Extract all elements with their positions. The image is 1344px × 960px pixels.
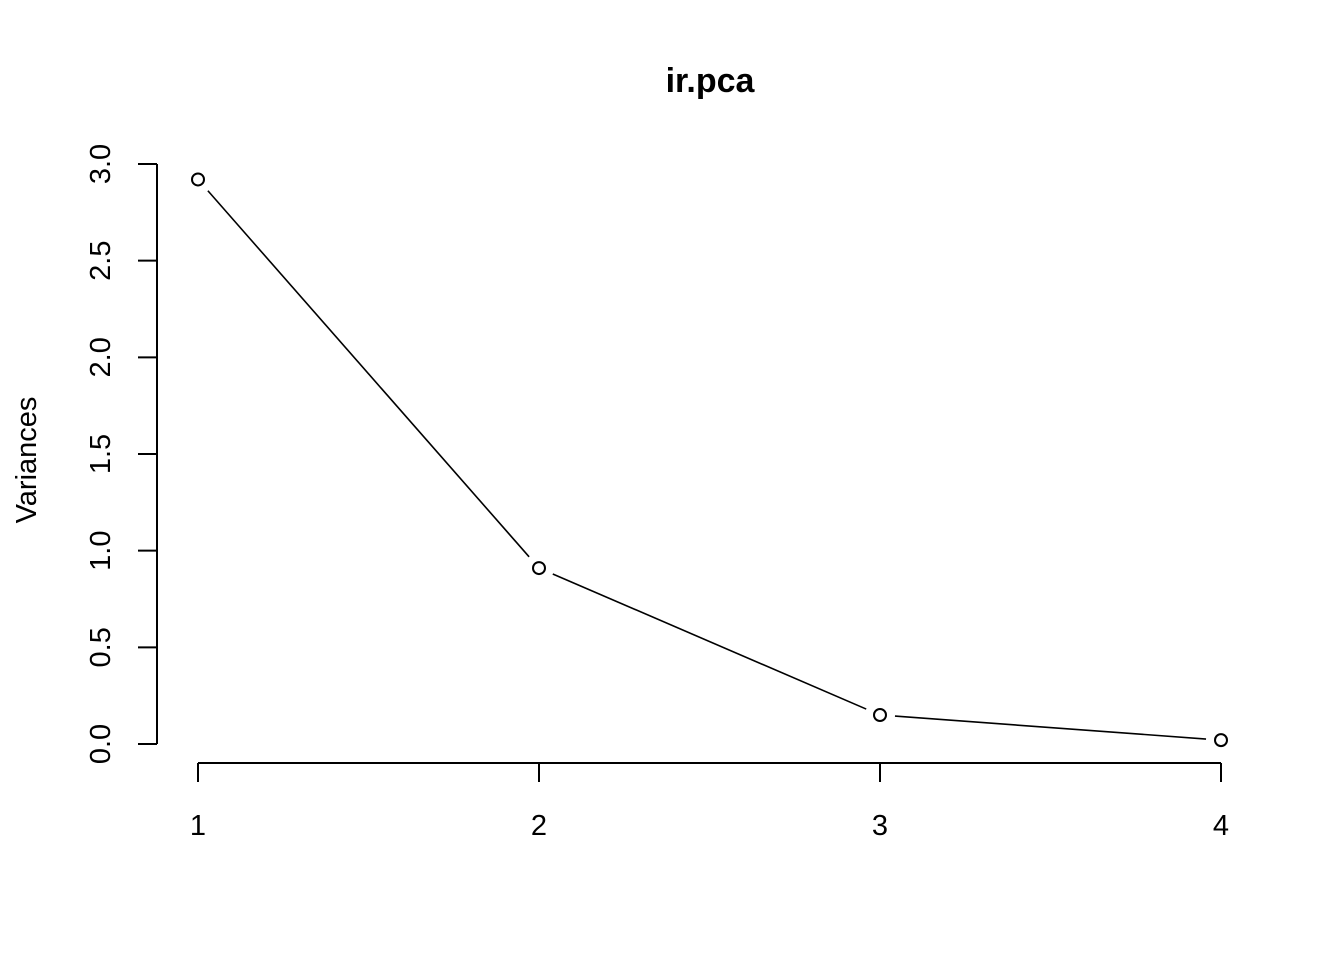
series-points <box>191 172 1228 748</box>
x-tick-label: 4 <box>1213 810 1229 842</box>
data-point <box>191 172 205 187</box>
x-tick-label: 1 <box>190 810 206 842</box>
x-tick-label: 3 <box>872 810 888 842</box>
y-tick-label: 0.5 <box>85 627 117 667</box>
y-tick-label: 1.0 <box>85 531 117 571</box>
y-tick-label: 2.0 <box>85 337 117 377</box>
line-segment <box>894 715 1207 740</box>
chart-title: ir.pca <box>666 62 756 100</box>
y-axis: 0.0 0.5 1.0 1.5 2.0 2.5 3.0 <box>85 144 158 764</box>
y-tick-label: 1.5 <box>85 434 117 474</box>
data-point <box>1214 733 1228 748</box>
line-segment <box>552 573 867 710</box>
x-axis: 1 2 3 4 <box>190 762 1229 842</box>
y-tick-label: 0.0 <box>85 724 117 764</box>
data-point <box>532 561 546 576</box>
y-axis-label: Variances <box>11 397 43 524</box>
y-tick-label: 3.0 <box>85 144 117 184</box>
data-point <box>873 708 887 722</box>
y-tick-label: 2.5 <box>85 241 117 281</box>
series-line <box>207 190 1207 740</box>
x-tick-label: 2 <box>531 810 547 842</box>
line-segment <box>207 190 530 558</box>
